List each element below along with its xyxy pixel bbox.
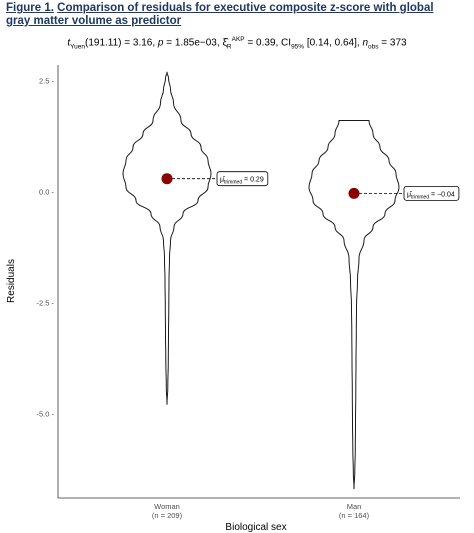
t-value: (191.11) = 3.16, — [85, 37, 158, 49]
mean-label-box — [403, 185, 460, 201]
y-axis-title: Residuals — [6, 259, 17, 303]
stats-subtitle: tYuen(191.11) = 3.16, p = 1.85e−03, ξ̂RA… — [0, 36, 474, 50]
x-tick-sample-size: (n = 164) — [339, 511, 370, 520]
effect-symbol: ξ̂ — [222, 37, 227, 49]
effect-value: = 0.39, CI — [244, 37, 292, 49]
n-symbol: n — [362, 37, 369, 49]
t-subscript: Yuen — [70, 43, 85, 51]
mean-label: μ̂trimmed = −0.04 — [407, 191, 455, 200]
mean-label-subscript: trimmed — [411, 194, 429, 200]
x-axis-title: Biological sex — [225, 522, 286, 533]
effect-superscript: AKP — [231, 36, 245, 43]
mean-label-value: = 0.29 — [242, 177, 264, 184]
mean-label-value: = −0.04 — [429, 191, 455, 198]
x-ticks: Woman(n = 209) Man(n = 164) — [152, 502, 370, 520]
t-symbol: t — [67, 37, 71, 49]
trimmed-mean-point — [348, 187, 360, 199]
violin-woman — [122, 71, 212, 406]
x-tick-label: Woman — [154, 502, 180, 511]
effect-subscript: R — [226, 43, 232, 51]
figure-label: Figure 1. — [6, 2, 54, 14]
x-tick-sample-size: (n = 209) — [152, 511, 183, 520]
ci-value: [0.14, 0.64], — [304, 37, 363, 49]
mean-label-subscript: trimmed — [224, 180, 242, 186]
x-tick-label: Man — [347, 502, 362, 511]
n-subscript: obs — [368, 43, 379, 51]
violins: μ̂trimmed = 0.29μ̂trimmed = −0.04 — [122, 71, 460, 491]
mean-label-symbol: μ̂ — [407, 191, 413, 198]
y-tick-label: 0.0 - — [39, 188, 55, 197]
violin-man — [308, 120, 400, 491]
mean-label: μ̂trimmed = 0.29 — [220, 177, 264, 186]
trimmed-mean-point — [161, 173, 173, 185]
y-ticks: 2.5 - 0.0 - -2.5 - -5.0 - — [36, 77, 54, 419]
y-tick-label: -5.0 - — [36, 410, 54, 419]
n-value: = 373 — [378, 37, 407, 49]
figure-caption: Figure 1. Comparison of residuals for ex… — [6, 2, 446, 28]
ci-subscript: 95% — [291, 43, 305, 51]
p-value: = 1.85e−03, — [163, 37, 223, 49]
y-tick-label: -2.5 - — [36, 299, 54, 308]
figure-title: Comparison of residuals for executive co… — [6, 2, 434, 27]
axes — [57, 65, 460, 499]
mean-label-symbol: μ̂ — [220, 177, 226, 184]
mean-label-box — [216, 171, 269, 187]
p-symbol: p — [157, 37, 164, 49]
y-tick-label: 2.5 - — [39, 77, 55, 86]
